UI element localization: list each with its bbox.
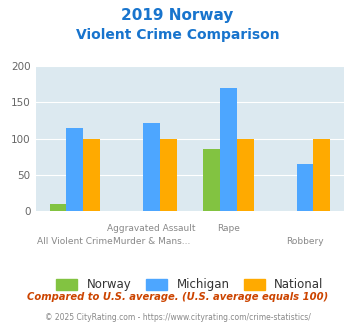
Text: All Violent Crime: All Violent Crime bbox=[37, 237, 113, 246]
Text: Robbery: Robbery bbox=[286, 237, 324, 246]
Text: © 2025 CityRating.com - https://www.cityrating.com/crime-statistics/: © 2025 CityRating.com - https://www.city… bbox=[45, 313, 310, 322]
Legend: Norway, Michigan, National: Norway, Michigan, National bbox=[50, 272, 329, 297]
Text: 2019 Norway: 2019 Norway bbox=[121, 8, 234, 23]
Text: Rape: Rape bbox=[217, 224, 240, 233]
Text: Violent Crime Comparison: Violent Crime Comparison bbox=[76, 28, 279, 42]
Bar bbox=[83, 139, 100, 211]
Bar bbox=[237, 139, 253, 211]
Bar bbox=[220, 88, 237, 211]
Bar bbox=[50, 204, 66, 211]
Bar bbox=[203, 149, 220, 211]
Bar bbox=[296, 164, 313, 211]
Bar bbox=[66, 128, 83, 211]
Text: Aggravated Assault: Aggravated Assault bbox=[107, 224, 196, 233]
Bar bbox=[143, 123, 160, 211]
Bar bbox=[160, 139, 177, 211]
Text: Compared to U.S. average. (U.S. average equals 100): Compared to U.S. average. (U.S. average … bbox=[27, 292, 328, 302]
Bar bbox=[313, 139, 330, 211]
Text: Murder & Mans...: Murder & Mans... bbox=[113, 237, 190, 246]
